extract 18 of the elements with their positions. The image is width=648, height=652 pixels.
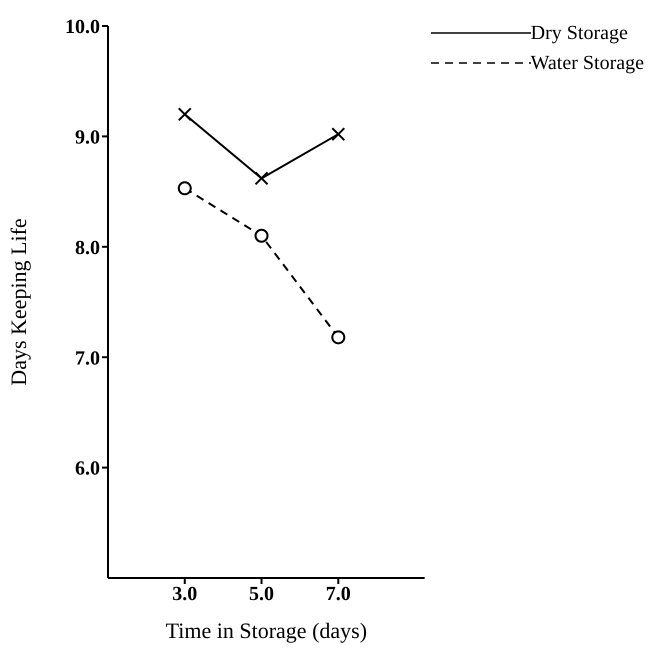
legend-label: Dry Storage [530,21,628,46]
x-tick-label: 3.0 [172,583,198,606]
y-axis-title: Days Keeping Life [6,218,31,386]
y-tick-label: 10.0 [65,16,100,38]
y-tick-label: 7.0 [75,347,100,370]
point [254,171,269,186]
y-tick-label: 8.0 [75,236,100,259]
x-axis-title: Time in Storage (days) [166,618,368,643]
point [331,127,346,142]
point [331,330,346,344]
point [178,181,192,196]
x-tick-label: 5.0 [249,583,274,606]
y-tick-label: 6.0 [75,458,100,480]
point [254,228,269,243]
legend-label: Water Storage [530,51,644,76]
y-tick-label: 9.0 [75,126,100,148]
x-tick-label: 7.0 [326,583,351,606]
point [178,107,192,122]
